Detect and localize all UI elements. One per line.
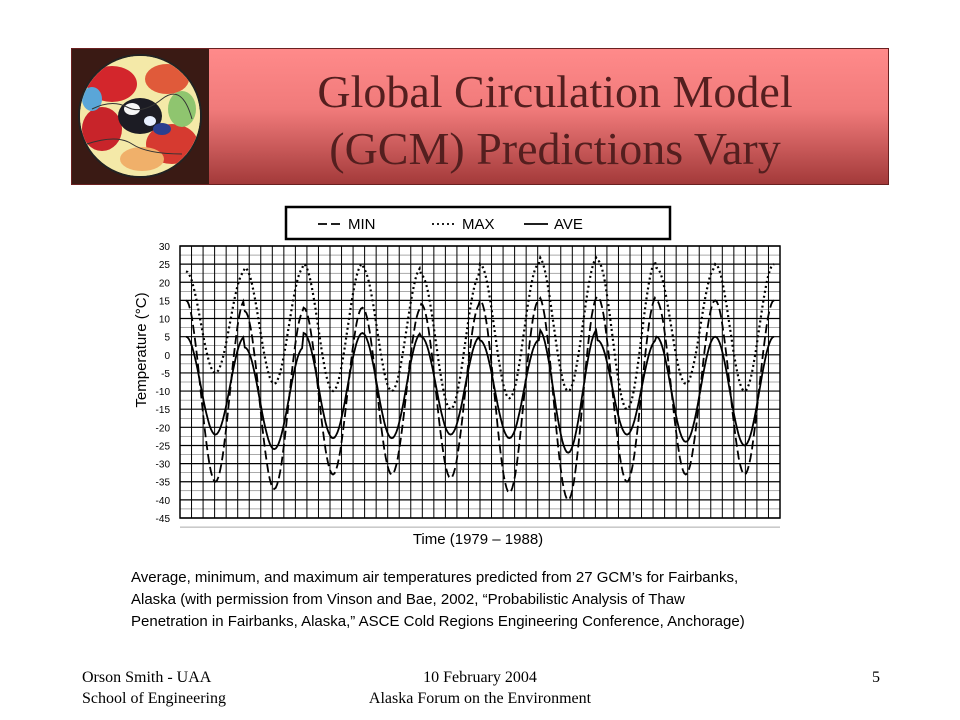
y-tick-label: -5 — [161, 369, 170, 380]
y-tick-label: 25 — [159, 260, 171, 271]
footer-author-line-1: Orson Smith - UAA — [82, 669, 212, 686]
chart-grid — [179, 245, 781, 528]
y-tick-label: -40 — [156, 496, 171, 507]
legend-label-ave: AVE — [554, 216, 583, 233]
legend-items: MIN MAX AVE — [318, 216, 583, 233]
y-tick-label: -10 — [156, 387, 171, 398]
y-tick-label: 20 — [159, 278, 171, 289]
chart-series — [185, 254, 775, 502]
page-number: 5 — [872, 669, 880, 686]
plot-frame — [179, 245, 781, 519]
y-tick-label: -45 — [156, 514, 171, 525]
caption-line-3: Penetration in Fairbanks, Alaska,” ASCE … — [131, 613, 745, 630]
y-tick-label: 0 — [164, 351, 170, 362]
title-line-2: (GCM) Predictions Vary — [329, 123, 781, 174]
series-line-ave — [185, 327, 775, 454]
series-line-max — [185, 254, 775, 411]
figure-caption: Average, minimum, and maximum air temper… — [131, 567, 851, 633]
page-title: Global Circulation Model (GCM) Predictio… — [232, 63, 878, 177]
footer-event-line-1: 10 February 2004 — [423, 669, 537, 686]
footer-page-number: 5 — [850, 667, 880, 688]
x-axis-label: Time (1979 – 1988) — [413, 531, 543, 548]
caption-line-1: Average, minimum, and maximum air temper… — [131, 569, 739, 586]
y-tick-label: -35 — [156, 478, 171, 489]
footer-event: 10 February 2004 Alaska Forum on the Env… — [340, 667, 620, 709]
y-tick-label: -25 — [156, 441, 171, 452]
footer-event-line-2: Alaska Forum on the Environment — [368, 690, 592, 707]
legend-label-min: MIN — [348, 216, 376, 233]
y-tick-label: 10 — [159, 315, 171, 326]
y-axis-label: Temperature (°C) — [133, 292, 150, 407]
y-tick-label: -15 — [156, 405, 171, 416]
caption-line-2: Alaska (with permission from Vinson and … — [131, 591, 685, 608]
y-tick-label: -30 — [156, 460, 171, 471]
y-tick-label: -20 — [156, 423, 171, 434]
temperature-chart: 30 25 20 15 10 5 0 -5 -10 -15 -20 -25 -30 -35 -40 -45 T… — [133, 205, 781, 548]
y-tick-label: 15 — [159, 296, 171, 307]
legend-label-max: MAX — [462, 216, 495, 233]
arctic-globe-logo — [72, 49, 209, 184]
y-tick-label: 30 — [159, 242, 171, 253]
globe-map-icon — [78, 54, 202, 178]
legend-box: MIN MAX AVE — [284, 205, 672, 241]
series-line-min — [185, 295, 775, 502]
y-tick-labels: 30 25 20 15 10 5 0 -5 -10 -15 -20 -25 -30 -35 -40 -45 — [156, 242, 171, 525]
title-banner: Global Circulation Model (GCM) Predictio… — [71, 48, 889, 185]
y-tick-label: 5 — [164, 333, 170, 344]
footer-author-line-2: School of Engineering — [82, 690, 226, 707]
footer-author: Orson Smith - UAA School of Engineering — [82, 667, 226, 709]
title-line-1: Global Circulation Model — [317, 66, 793, 117]
